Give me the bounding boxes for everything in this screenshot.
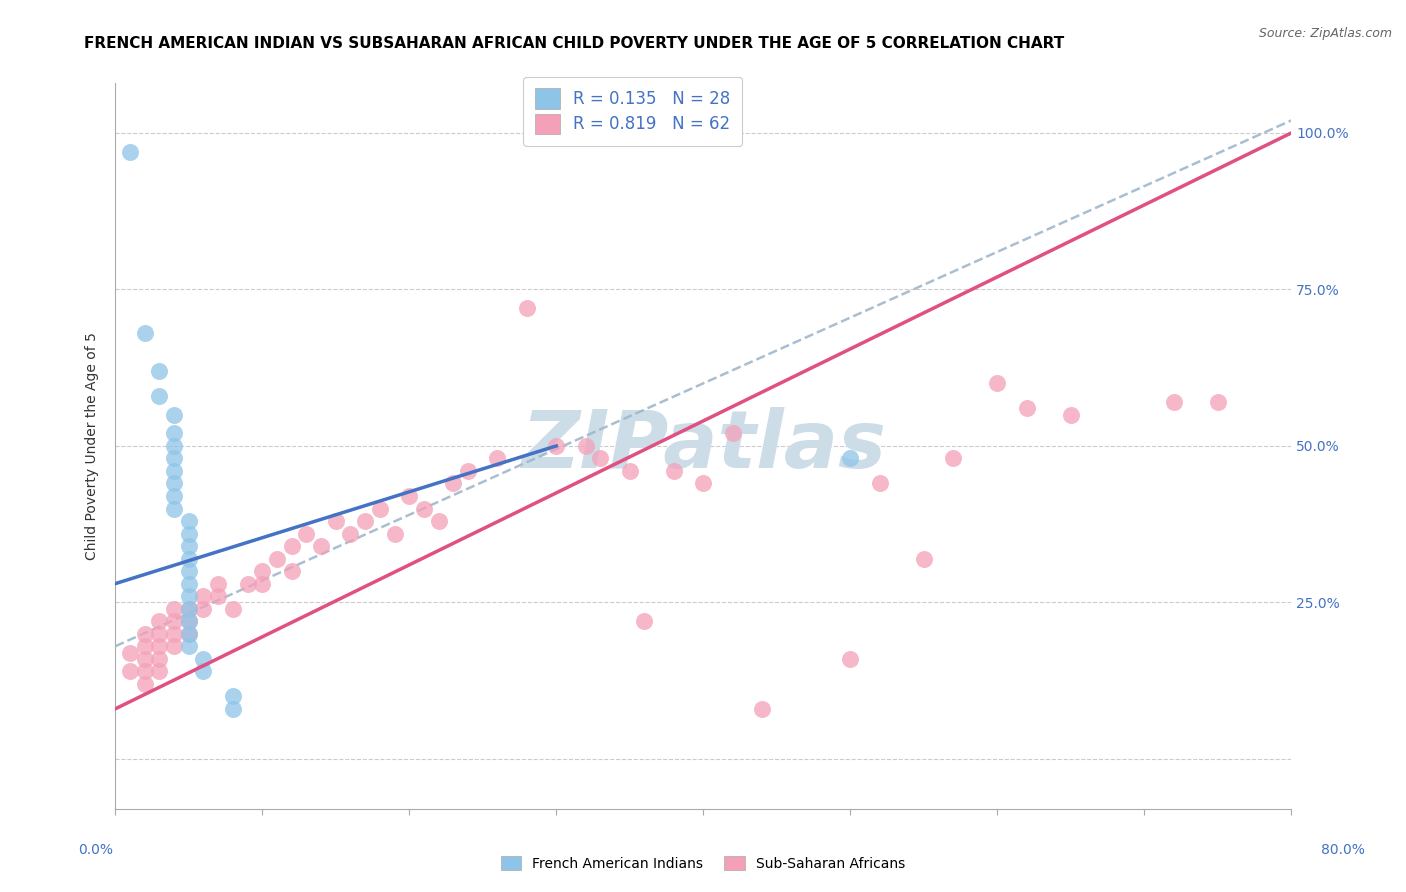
Point [148,665,170,679]
Point [252,564,274,578]
Point [148,652,170,666]
Point [134,626,156,640]
Point [486,451,509,466]
Point [368,501,391,516]
Point [177,626,200,640]
Point [427,514,450,528]
Point [163,439,186,453]
Point [134,665,156,679]
Point [148,389,170,403]
Text: 80.0%: 80.0% [1320,843,1365,857]
Point [148,614,170,628]
Point [1206,395,1229,409]
Point [163,639,186,653]
Point [177,601,200,615]
Legend: French American Indians, Sub-Saharan Africans: French American Indians, Sub-Saharan Afr… [495,850,911,876]
Point [193,601,215,615]
Point [207,589,229,603]
Point [441,476,464,491]
Point [177,526,200,541]
Point [134,639,156,653]
Point [619,464,641,478]
Point [134,326,156,341]
Point [339,526,361,541]
Point [177,564,200,578]
Point [163,464,186,478]
Point [134,652,156,666]
Point [986,376,1008,391]
Point [252,576,274,591]
Point [721,426,744,441]
Point [148,626,170,640]
Point [280,564,302,578]
Point [912,551,935,566]
Point [177,576,200,591]
Point [222,601,245,615]
Point [148,639,170,653]
Text: ZIPatlas: ZIPatlas [520,407,886,485]
Point [177,614,200,628]
Point [163,451,186,466]
Point [692,476,714,491]
Point [118,665,141,679]
Point [222,702,245,716]
Point [236,576,259,591]
Point [177,601,200,615]
Point [193,589,215,603]
Point [177,614,200,628]
Point [751,702,773,716]
Point [177,539,200,553]
Point [839,451,862,466]
Point [354,514,377,528]
Point [163,426,186,441]
Point [148,364,170,378]
Point [1163,395,1185,409]
Y-axis label: Child Poverty Under the Age of 5: Child Poverty Under the Age of 5 [86,332,100,560]
Point [869,476,891,491]
Point [589,451,612,466]
Point [457,464,479,478]
Point [280,539,302,553]
Point [163,408,186,422]
Point [575,439,598,453]
Text: 0.0%: 0.0% [79,843,112,857]
Text: Source: ZipAtlas.com: Source: ZipAtlas.com [1258,27,1392,40]
Point [207,576,229,591]
Point [177,514,200,528]
Legend: R = 0.135   N = 28, R = 0.819   N = 62: R = 0.135 N = 28, R = 0.819 N = 62 [523,77,742,145]
Point [177,589,200,603]
Point [163,501,186,516]
Point [516,301,538,316]
Point [134,677,156,691]
Point [177,639,200,653]
Point [1015,401,1038,416]
Point [177,626,200,640]
Point [163,614,186,628]
Point [633,614,655,628]
Point [1060,408,1083,422]
Point [193,665,215,679]
Point [193,652,215,666]
Point [942,451,965,466]
Point [266,551,288,566]
Point [325,514,347,528]
Point [177,551,200,566]
Point [662,464,685,478]
Point [163,601,186,615]
Point [839,652,862,666]
Text: FRENCH AMERICAN INDIAN VS SUBSAHARAN AFRICAN CHILD POVERTY UNDER THE AGE OF 5 CO: FRENCH AMERICAN INDIAN VS SUBSAHARAN AFR… [84,36,1064,51]
Point [295,526,318,541]
Point [163,476,186,491]
Point [398,489,420,503]
Point [163,626,186,640]
Point [163,489,186,503]
Point [384,526,406,541]
Point [546,439,568,453]
Point [118,145,141,159]
Point [309,539,332,553]
Point [222,690,245,704]
Point [118,646,141,660]
Point [413,501,436,516]
